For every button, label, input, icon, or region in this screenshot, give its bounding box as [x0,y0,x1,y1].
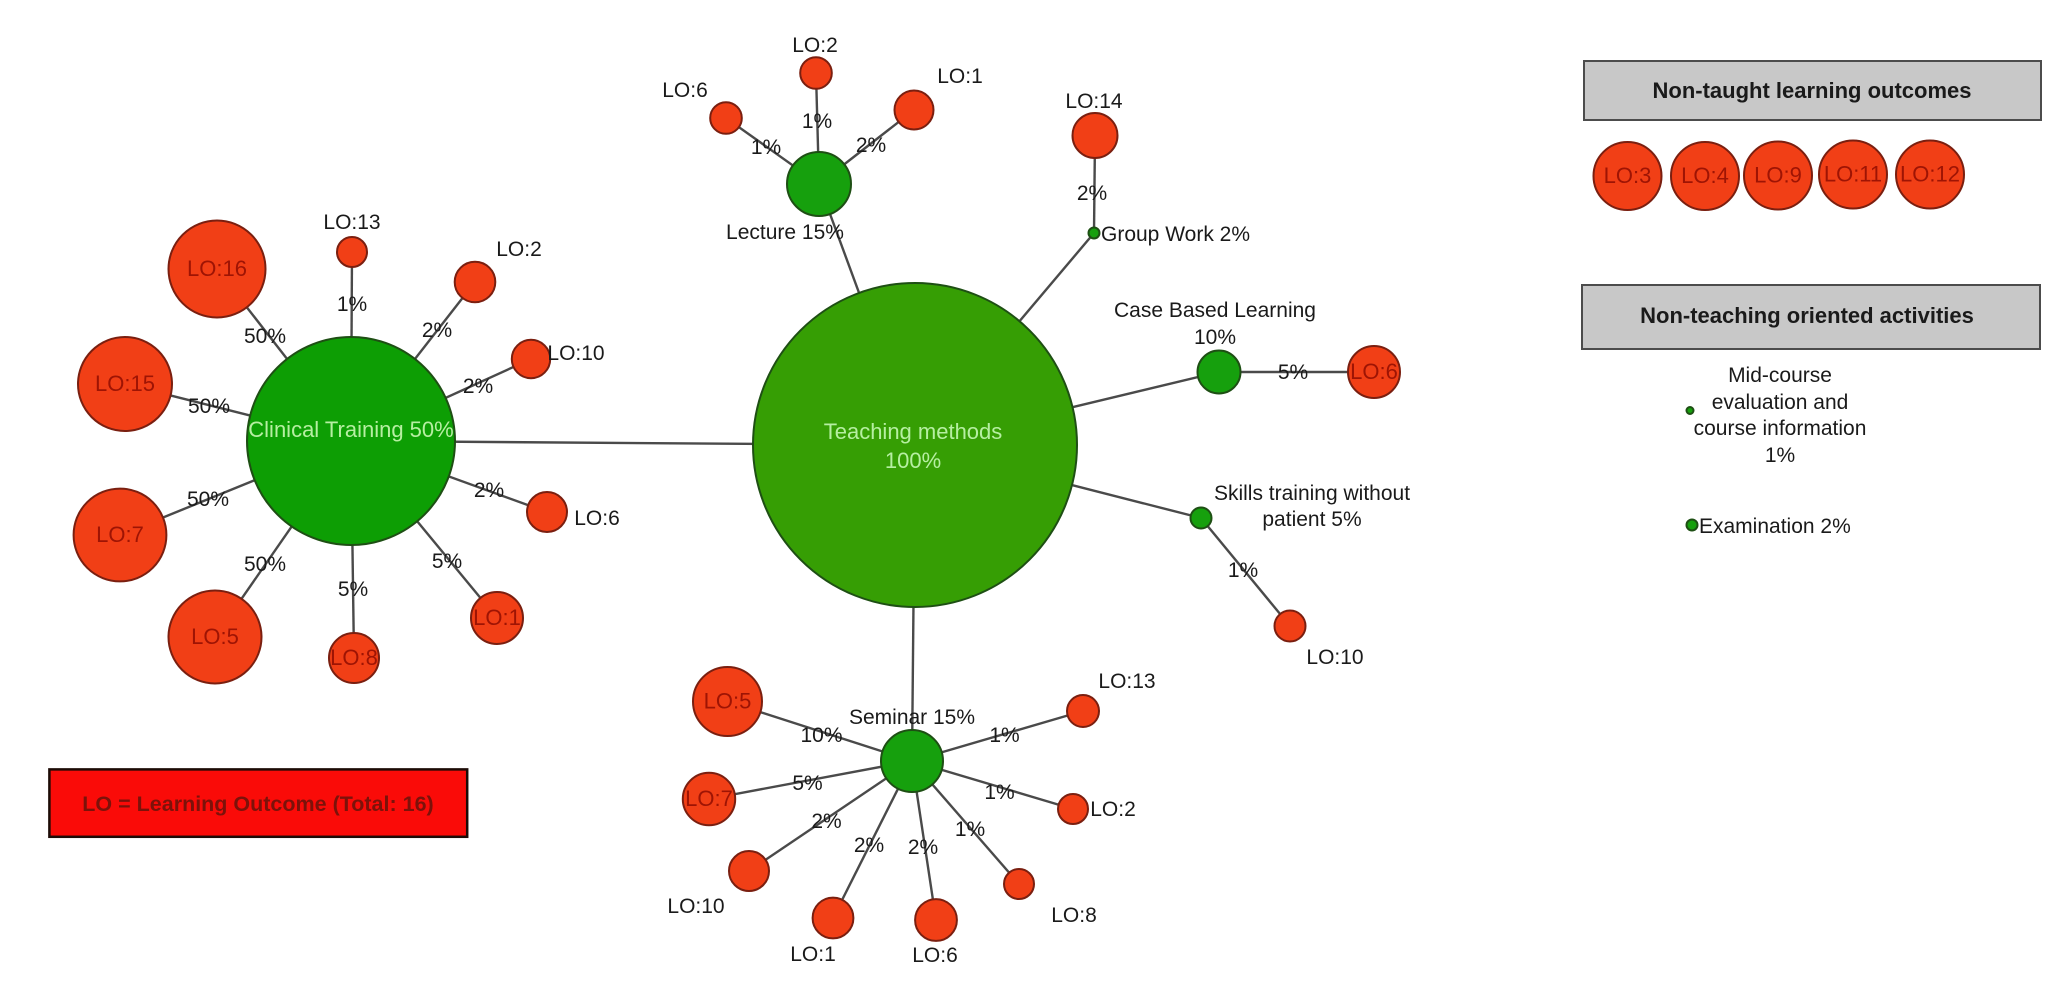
svg-text:LO:3: LO:3 [1604,163,1652,188]
svg-text:Mid-course: Mid-course [1728,364,1832,387]
svg-text:LO:7: LO:7 [96,522,144,547]
svg-text:2%: 2% [854,834,884,857]
svg-text:Examination 2%: Examination 2% [1699,515,1851,538]
svg-text:1%: 1% [1228,559,1258,582]
svg-text:Teaching methods: Teaching methods [824,419,1003,444]
svg-text:LO:2: LO:2 [792,34,838,57]
svg-text:LO:1: LO:1 [790,943,836,966]
svg-text:1%: 1% [955,818,985,841]
svg-text:Seminar 15%: Seminar 15% [849,706,975,729]
svg-text:1%: 1% [337,293,367,316]
svg-text:LO:7: LO:7 [685,786,733,811]
svg-text:1%: 1% [984,781,1014,804]
svg-text:2%: 2% [1077,182,1107,205]
svg-text:2%: 2% [463,375,493,398]
svg-text:1%: 1% [751,136,781,159]
svg-text:2%: 2% [422,319,452,342]
svg-text:50%: 50% [244,553,286,576]
svg-text:LO:13: LO:13 [1098,670,1155,693]
svg-text:LO:11: LO:11 [1824,162,1882,187]
svg-text:LO:2: LO:2 [1090,798,1136,821]
svg-text:LO:12: LO:12 [1900,162,1960,187]
svg-text:LO:10: LO:10 [1306,646,1363,669]
svg-text:5%: 5% [338,578,368,601]
svg-text:LO = Learning Outcome (Total:: LO = Learning Outcome (Total: 16) [82,792,433,816]
svg-text:Lecture 15%: Lecture 15% [726,221,844,244]
svg-text:5%: 5% [432,550,462,573]
svg-text:LO:9: LO:9 [1754,163,1802,188]
svg-text:LO:16: LO:16 [187,256,247,281]
svg-text:50%: 50% [188,395,230,418]
svg-text:5%: 5% [792,772,822,795]
svg-text:2%: 2% [474,479,504,502]
svg-text:course information: course information [1694,417,1867,440]
svg-text:LO:10: LO:10 [667,895,724,918]
svg-text:2%: 2% [856,134,886,157]
svg-text:1%: 1% [989,724,1019,747]
svg-text:Non-teaching oriented activiti: Non-teaching oriented activities [1640,303,1974,328]
svg-text:5%: 5% [1278,361,1308,384]
svg-text:10%: 10% [800,724,842,747]
svg-text:LO:8: LO:8 [330,645,378,670]
svg-text:LO:4: LO:4 [1681,163,1729,188]
svg-text:Group Work 2%: Group Work 2% [1101,223,1250,246]
svg-text:LO:13: LO:13 [323,211,380,234]
svg-text:50%: 50% [187,488,229,511]
svg-text:Non-taught learning outcomes: Non-taught learning outcomes [1653,78,1972,103]
svg-text:LO:1: LO:1 [473,605,521,630]
svg-text:10%: 10% [1194,326,1236,349]
svg-text:1%: 1% [802,110,832,133]
svg-text:LO:6: LO:6 [1350,359,1398,384]
svg-text:2%: 2% [908,836,938,859]
svg-text:LO:5: LO:5 [704,689,752,714]
svg-text:1%: 1% [1765,444,1795,467]
svg-text:Case Based Learning: Case Based Learning [1114,299,1316,322]
svg-text:LO:5: LO:5 [191,624,239,649]
svg-text:LO:1: LO:1 [937,65,983,88]
svg-text:evaluation and: evaluation and [1712,391,1849,414]
svg-text:LO:6: LO:6 [912,944,958,967]
svg-text:50%: 50% [244,325,286,348]
svg-text:Skills training without: Skills training without [1214,482,1410,505]
svg-text:LO:8: LO:8 [1051,904,1097,927]
svg-text:Clinical Training 50%: Clinical Training 50% [248,417,453,442]
svg-text:LO:6: LO:6 [662,79,708,102]
svg-text:LO:15: LO:15 [95,371,155,396]
svg-text:LO:14: LO:14 [1065,90,1123,113]
svg-text:LO:2: LO:2 [496,238,542,261]
svg-text:patient 5%: patient 5% [1262,508,1361,531]
svg-text:2%: 2% [811,810,841,833]
svg-text:LO:10: LO:10 [547,342,604,365]
svg-text:100%: 100% [885,448,941,473]
svg-text:LO:6: LO:6 [574,507,620,530]
